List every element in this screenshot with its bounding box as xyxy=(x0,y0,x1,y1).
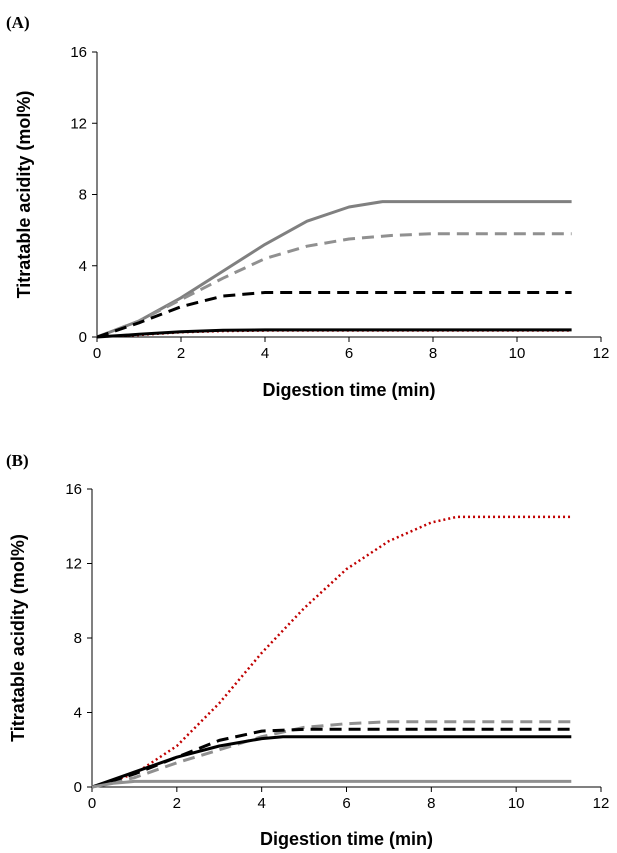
panel-a: (A) 0 4 8 12 16 0 2 4 6 8 10 12 Digestion time (min) T… xyxy=(6,13,609,400)
x-tick-label: 12 xyxy=(593,345,610,362)
x-tick-label: 4 xyxy=(261,345,269,362)
x-tick-label: 10 xyxy=(508,795,525,812)
y-tick-label: 12 xyxy=(65,556,82,573)
y-tick-label: 8 xyxy=(74,630,82,647)
x-tick-label: 6 xyxy=(345,345,353,362)
panel-b: (B) 0 4 8 12 16 0 2 4 6 8 10 12 Digestion time (min) T… xyxy=(6,451,609,849)
x-tick-label: 0 xyxy=(88,795,96,812)
x-tick-label: 6 xyxy=(342,795,350,812)
panel-label: (B) xyxy=(6,451,29,470)
y-axis-title: Titratable acidity (mol%) xyxy=(14,91,34,299)
series-line-2 xyxy=(91,720,572,789)
y-tick-label: 8 xyxy=(79,187,87,204)
series-line-5 xyxy=(96,328,572,339)
x-axis-title: Digestion time (min) xyxy=(260,829,433,849)
y-tick-label: 16 xyxy=(65,481,82,498)
y-tick-label: 4 xyxy=(79,258,87,275)
x-tick-label: 2 xyxy=(173,795,181,812)
x-tick-label: 12 xyxy=(593,795,610,812)
x-tick-label: 2 xyxy=(177,345,185,362)
x-axis-title: Digestion time (min) xyxy=(262,380,435,400)
x-tick-label: 8 xyxy=(429,345,437,362)
y-tick-label: 0 xyxy=(74,779,82,796)
series-line-2 xyxy=(96,232,572,339)
y-tick-label: 12 xyxy=(70,115,87,132)
series-line-4 xyxy=(91,735,572,789)
y-axis-title: Titratable acidity (mol%) xyxy=(8,534,28,742)
x-tick-label: 8 xyxy=(427,795,435,812)
y-tick-label: 0 xyxy=(79,329,87,346)
series-line-5 xyxy=(91,779,572,789)
panel-label: (A) xyxy=(6,13,30,32)
y-tick-label: 16 xyxy=(70,44,87,61)
x-tick-label: 0 xyxy=(93,345,101,362)
series-line-1 xyxy=(91,515,572,789)
x-tick-label: 4 xyxy=(257,795,265,812)
series-line-3 xyxy=(96,291,572,339)
x-tick-label: 10 xyxy=(509,345,526,362)
y-tick-label: 4 xyxy=(74,705,82,722)
series-line-1 xyxy=(96,200,572,339)
